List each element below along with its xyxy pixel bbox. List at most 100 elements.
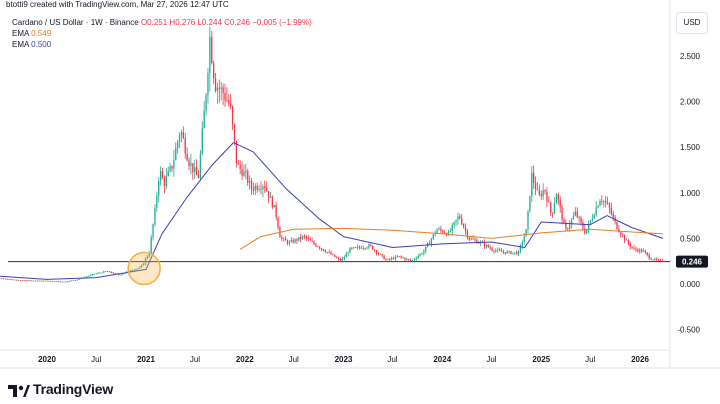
candle[interactable] (464, 223, 467, 235)
candle[interactable] (345, 251, 347, 258)
candle[interactable] (337, 256, 340, 261)
candle[interactable] (292, 237, 294, 244)
candle[interactable] (69, 280, 71, 282)
candle[interactable] (603, 199, 605, 208)
candle[interactable] (4, 278, 7, 280)
candle[interactable] (483, 239, 486, 249)
candle[interactable] (38, 280, 41, 282)
candle[interactable] (233, 123, 236, 146)
candle[interactable] (534, 176, 537, 196)
candle[interactable] (642, 248, 645, 252)
candle[interactable] (133, 269, 135, 271)
candle[interactable] (519, 243, 522, 254)
candle[interactable] (461, 214, 463, 226)
candle[interactable] (366, 246, 368, 250)
candle[interactable] (368, 242, 370, 250)
candle[interactable] (540, 190, 542, 201)
candle[interactable] (502, 249, 505, 254)
candle[interactable] (432, 234, 434, 241)
candle[interactable] (163, 175, 166, 194)
candle[interactable] (512, 252, 514, 255)
candle[interactable] (390, 256, 393, 261)
candle[interactable] (474, 236, 476, 243)
candle[interactable] (114, 272, 116, 275)
candle[interactable] (394, 255, 397, 262)
candle[interactable] (248, 175, 251, 190)
candle[interactable] (207, 68, 209, 104)
candle[interactable] (25, 280, 27, 282)
candle[interactable] (536, 182, 539, 191)
candle[interactable] (370, 243, 372, 247)
candle[interactable] (74, 280, 77, 281)
candle[interactable] (358, 245, 361, 250)
candle[interactable] (154, 204, 156, 227)
candle[interactable] (271, 195, 274, 210)
candle[interactable] (135, 268, 137, 271)
candle[interactable] (515, 250, 518, 255)
candle[interactable] (550, 201, 552, 217)
candle[interactable] (650, 257, 652, 260)
candle[interactable] (315, 242, 317, 248)
candle[interactable] (586, 229, 588, 235)
candle[interactable] (284, 235, 287, 241)
candle[interactable] (290, 237, 292, 243)
candle[interactable] (444, 230, 446, 234)
candle[interactable] (565, 218, 567, 232)
candle[interactable] (286, 239, 289, 246)
candle[interactable] (161, 167, 164, 180)
candle[interactable] (186, 147, 188, 162)
candle[interactable] (260, 181, 262, 195)
candle[interactable] (258, 184, 260, 192)
candle[interactable] (197, 169, 200, 179)
candle[interactable] (283, 237, 285, 243)
highlight-circle[interactable] (127, 251, 161, 286)
candle[interactable] (16, 279, 18, 281)
candle[interactable] (510, 250, 512, 255)
candle[interactable] (165, 168, 167, 190)
candle[interactable] (413, 257, 416, 262)
candle[interactable] (70, 280, 73, 282)
candle[interactable] (468, 236, 470, 242)
candle[interactable] (402, 256, 404, 259)
candle[interactable] (661, 258, 664, 262)
candle[interactable] (220, 81, 222, 101)
candle[interactable] (275, 201, 277, 221)
candle[interactable] (531, 166, 533, 203)
candle[interactable] (216, 82, 219, 105)
candle[interactable] (525, 229, 527, 237)
candle[interactable] (336, 255, 338, 259)
candle[interactable] (658, 258, 660, 262)
candle[interactable] (408, 258, 410, 262)
candle[interactable] (451, 222, 453, 236)
candle[interactable] (360, 245, 363, 250)
candle[interactable] (622, 232, 624, 238)
candle[interactable] (218, 79, 220, 104)
candle[interactable] (491, 246, 493, 252)
candle[interactable] (398, 256, 400, 258)
candle[interactable] (188, 157, 190, 171)
candle[interactable] (67, 281, 69, 283)
candle[interactable] (580, 215, 582, 226)
candle[interactable] (364, 247, 366, 251)
candle[interactable] (527, 209, 529, 234)
candle[interactable] (44, 280, 46, 282)
ema-fast-line[interactable] (239, 227, 664, 250)
candle[interactable] (254, 183, 256, 196)
candle[interactable] (332, 253, 334, 256)
candle[interactable] (409, 258, 412, 262)
candle[interactable] (42, 280, 44, 282)
ema-slow-line[interactable] (0, 142, 664, 280)
candle[interactable] (8, 278, 10, 280)
candle[interactable] (343, 255, 345, 261)
candle[interactable] (557, 192, 559, 206)
candle[interactable] (362, 245, 364, 251)
candle[interactable] (553, 197, 556, 215)
candle[interactable] (635, 246, 637, 253)
candle[interactable] (235, 140, 238, 168)
candle[interactable] (383, 254, 385, 260)
candle[interactable] (470, 236, 472, 241)
candle[interactable] (629, 241, 631, 250)
candle[interactable] (23, 280, 25, 282)
candle[interactable] (389, 258, 391, 261)
legend-symbol-row[interactable]: Cardano / US Dollar · 1W · Binance O0.25… (12, 17, 312, 28)
